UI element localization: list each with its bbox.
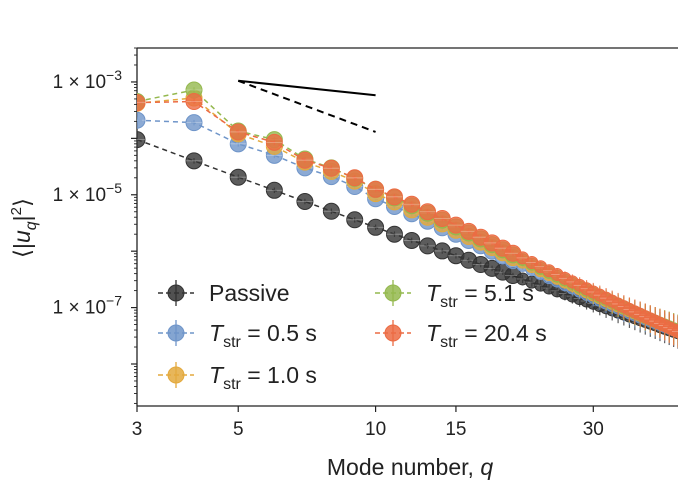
legend-entry: Tstr = 5.1 s xyxy=(375,280,534,311)
data-point xyxy=(367,218,385,236)
slope-solid-ref xyxy=(238,79,376,97)
x-tick-label: 3 xyxy=(132,419,143,440)
data-point xyxy=(265,133,283,151)
data-point xyxy=(419,203,437,221)
legend-label: Tstr = 1.0 s xyxy=(209,362,317,393)
data-point xyxy=(322,159,340,177)
legend-label: Tstr = 5.1 s xyxy=(426,280,534,311)
data-point xyxy=(385,225,403,243)
data-point xyxy=(403,195,421,213)
legend-marker xyxy=(167,324,185,342)
y-tick-label: 1 × 10−3 xyxy=(53,67,123,93)
legend-label: Tstr = 0.5 s xyxy=(209,320,317,351)
slope-dashed-ref xyxy=(237,79,376,133)
x-tick-label: 15 xyxy=(445,419,466,440)
data-point xyxy=(185,152,203,170)
data-point xyxy=(367,180,385,198)
data-point xyxy=(265,181,283,199)
x-tick-label: 30 xyxy=(583,419,604,440)
legend-marker xyxy=(167,366,185,384)
data-point xyxy=(137,94,146,112)
legend-entry: Tstr = 20.4 s xyxy=(375,320,547,351)
data-point xyxy=(403,231,421,249)
x-axis-label: Mode number, q xyxy=(327,454,493,480)
legend-entry: Passive xyxy=(158,280,290,306)
x-tick-label: 10 xyxy=(365,419,386,440)
legend-marker xyxy=(384,284,402,302)
data-point xyxy=(322,202,340,220)
data-point xyxy=(137,111,146,129)
data-point xyxy=(229,168,247,186)
legend-label: Tstr = 20.4 s xyxy=(426,320,547,351)
data-point xyxy=(671,325,678,339)
y-tick-label: 1 × 10−5 xyxy=(53,180,123,206)
legend: Passive Tstr = 0.5 s Tstr = 1.0 s Tstr = 5.… xyxy=(158,280,547,393)
data-point xyxy=(185,93,203,111)
data-point xyxy=(296,192,314,210)
data-point xyxy=(229,123,247,141)
data-point xyxy=(346,169,364,187)
legend-entry: Tstr = 1.0 s xyxy=(158,362,317,393)
data-point xyxy=(433,209,451,227)
axes-frame xyxy=(136,47,678,407)
legend-label: Passive xyxy=(209,280,290,306)
legend-marker xyxy=(167,284,185,302)
data-point xyxy=(346,211,364,229)
data-point xyxy=(296,151,314,169)
data-point xyxy=(137,131,146,149)
series-passive xyxy=(137,131,678,349)
x-tick-label: 5 xyxy=(233,419,244,440)
series-20-4-s xyxy=(137,93,678,348)
legend-entry: Tstr = 0.5 s xyxy=(158,320,317,351)
data-point xyxy=(385,188,403,206)
data-series xyxy=(137,81,678,349)
x-axis: 3 5 10 15 30 xyxy=(132,406,604,440)
data-point xyxy=(185,114,203,132)
legend-marker xyxy=(384,324,402,342)
y-axis: 1 × 10−3 1 × 10−5 1 × 10−7 xyxy=(53,47,137,404)
y-axis-label: ⟨|uq|2⟩ xyxy=(8,198,40,258)
y-tick-label: 1 × 10−7 xyxy=(53,293,123,319)
